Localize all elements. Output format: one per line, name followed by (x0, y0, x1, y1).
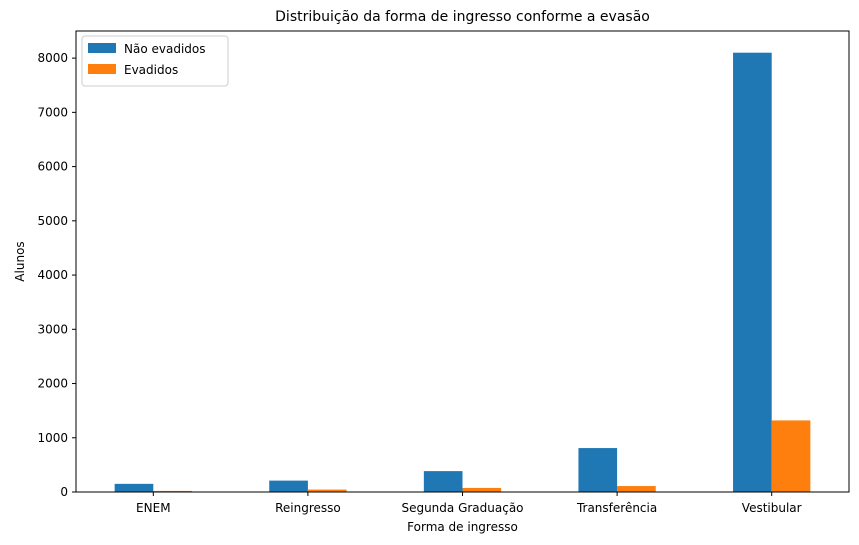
bar-evadidos-3 (617, 486, 656, 492)
y-tick-label: 2000 (37, 377, 68, 391)
x-tick-label: Segunda Graduação (401, 501, 523, 515)
bar-nao-evadidos-3 (578, 448, 618, 492)
bar-nao-evadidos-0 (114, 483, 154, 492)
x-axis-ticks: ENEM Reingresso Segunda Graduação Transferê… (136, 492, 802, 515)
legend-swatch-nao-evadidos (88, 43, 116, 53)
legend-label-evadidos: Evadidos (124, 63, 178, 77)
x-tick-label: Reingresso (275, 501, 341, 515)
bars-group (114, 52, 811, 492)
y-axis-label: Alunos (13, 241, 27, 281)
y-tick-label: 4000 (37, 268, 68, 282)
y-tick-label: 7000 (37, 105, 68, 119)
legend-label-nao-evadidos: Não evadidos (124, 42, 206, 56)
bar-evadidos-0 (153, 490, 192, 492)
bar-nao-evadidos-2 (423, 471, 463, 492)
bar-nao-evadidos-1 (269, 480, 308, 492)
y-tick-label: 6000 (37, 160, 68, 174)
bar-nao-evadidos-4 (733, 52, 772, 492)
x-tick-label: Transferência (576, 501, 657, 515)
x-tick-label: ENEM (136, 501, 171, 515)
legend: Não evadidos Evadidos (81, 35, 229, 87)
y-tick-label: 5000 (37, 214, 68, 228)
y-tick-label: 3000 (37, 322, 68, 336)
y-tick-label: 0 (60, 485, 68, 499)
bar-evadidos-2 (462, 487, 502, 492)
y-tick-label: 1000 (37, 431, 68, 445)
y-tick-label: 8000 (37, 51, 68, 65)
bar-evadidos-1 (307, 489, 347, 492)
legend-box (81, 35, 229, 87)
chart-title: Distribuição da forma de ingresso confor… (275, 9, 650, 25)
x-tick-label: Vestibular (742, 501, 802, 515)
legend-swatch-evadidos (88, 64, 116, 74)
bar-evadidos-4 (771, 420, 811, 492)
x-axis-label: Forma de ingresso (407, 520, 518, 534)
y-axis-ticks: 0 1000 2000 3000 4000 5000 6000 7000 8000 (37, 51, 76, 499)
plot-frame (75, 30, 850, 493)
